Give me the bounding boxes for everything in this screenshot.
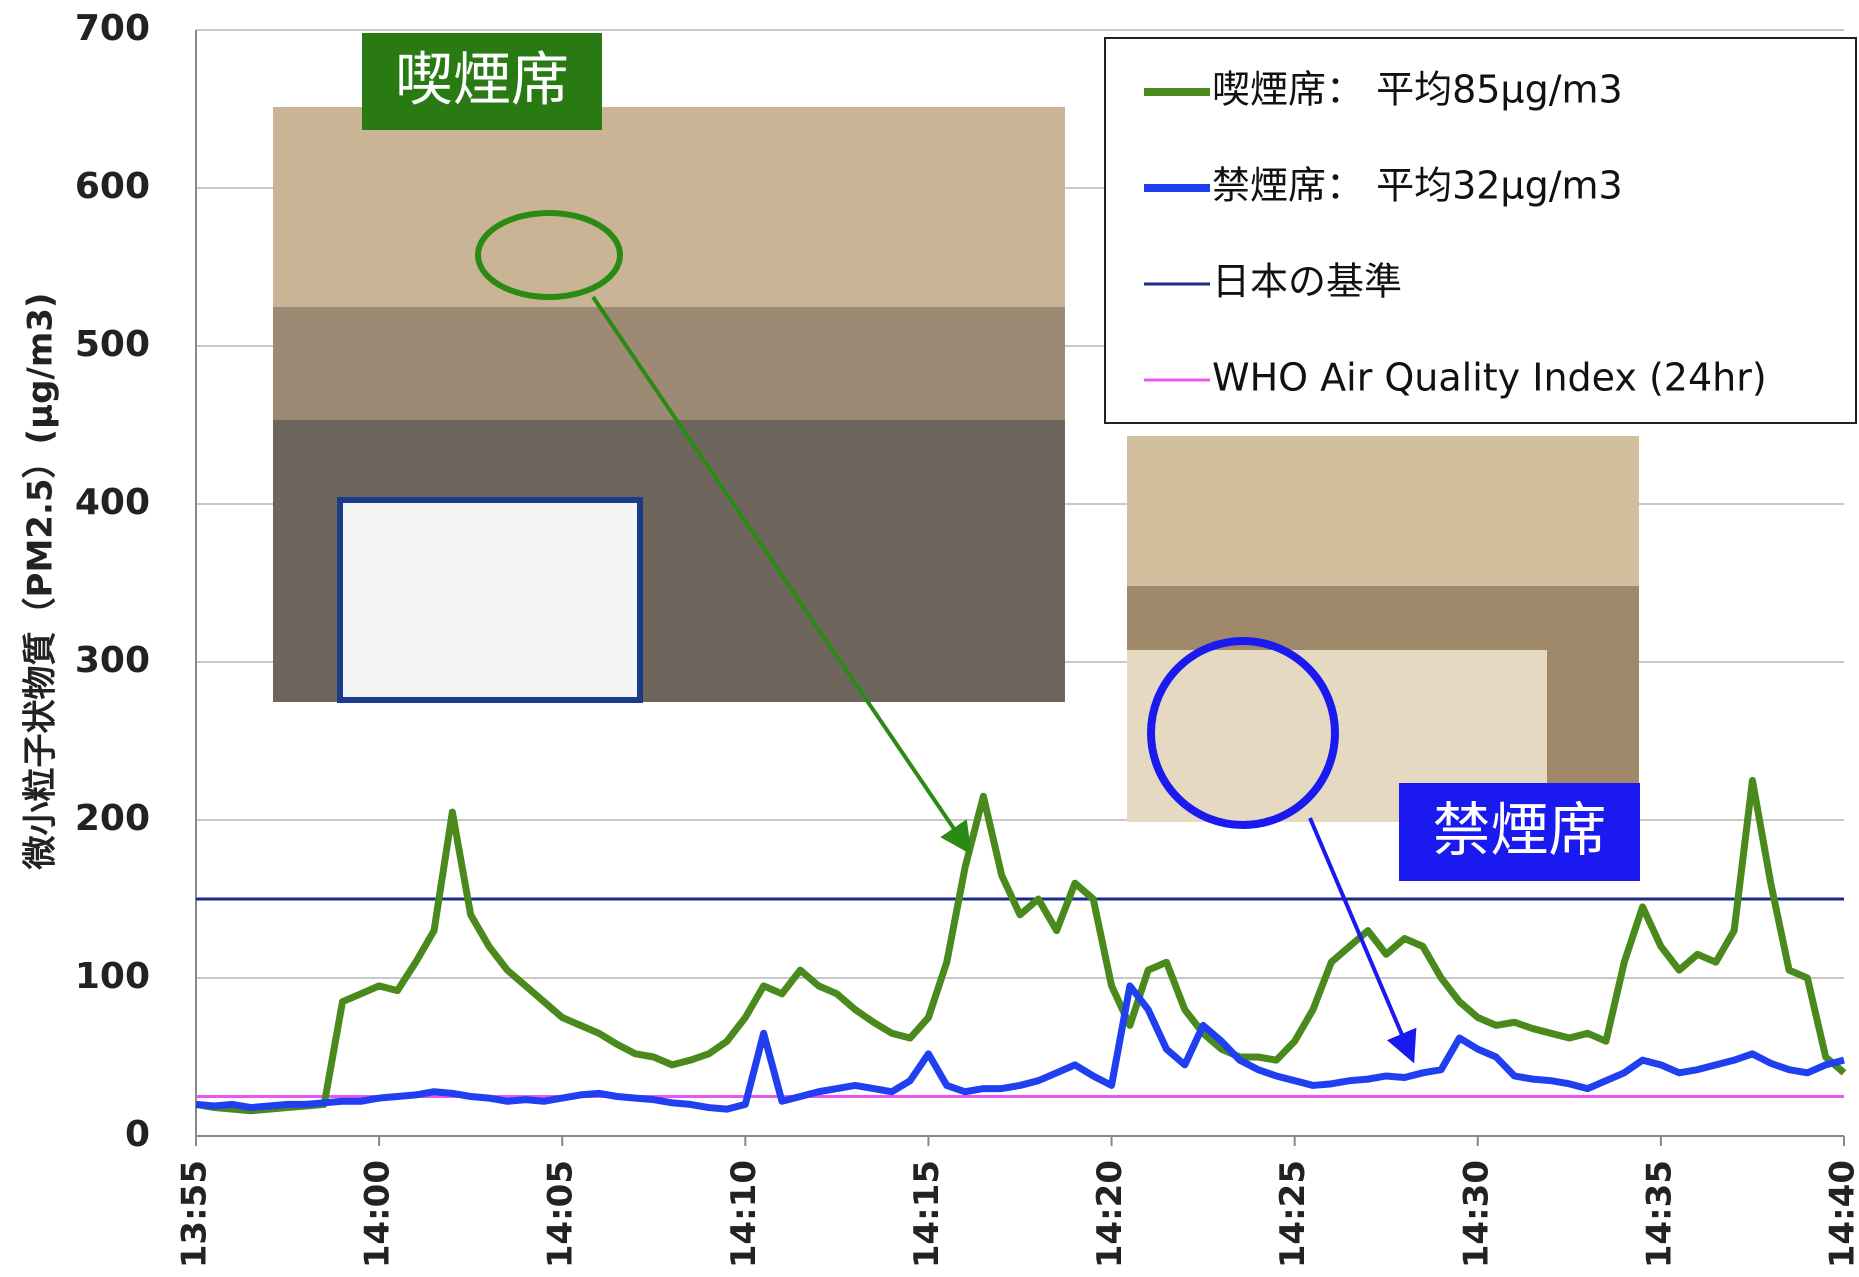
arrow [1310,818,1411,1056]
photo-nonsmoking [1127,436,1639,822]
y-tick-label: 500 [75,324,150,365]
x-tick-label: 14:05 [541,1160,581,1268]
y-tick-label: 200 [75,798,150,839]
x-tick-label: 13:55 [175,1160,215,1268]
photo-smoking [273,107,1065,702]
y-tick-label: 700 [75,8,150,49]
x-tick-label: 14:20 [1090,1160,1130,1268]
data-line [196,986,1844,1109]
annotation-label: 禁煙席 [1432,796,1606,864]
legend-label: 禁煙席： 平均32µg/m3 [1212,164,1623,208]
y-tick-label: 100 [75,956,150,997]
y-axis-label: 微小粒子状物質（PM2.5）(µg/m3) [21,293,61,871]
legend-label: 日本の基準 [1212,260,1402,304]
legend-label: 喫煙席： 平均85µg/m3 [1212,68,1623,112]
x-tick-label: 14:15 [907,1160,947,1268]
legend-label: WHO Air Quality Index (24hr) [1212,356,1767,400]
y-tick-label: 300 [75,640,150,681]
y-tick-label: 600 [75,166,150,207]
x-tick-label: 14:10 [724,1160,764,1268]
x-tick-label: 14:35 [1639,1160,1679,1268]
y-tick-label: 400 [75,482,150,523]
annotation-label: 喫煙席 [395,46,569,114]
x-tick-label: 14:00 [358,1160,398,1268]
x-tick-label: 14:25 [1273,1160,1313,1268]
y-tick-label: 0 [125,1114,150,1155]
x-tick-label: 14:30 [1456,1160,1496,1268]
x-tick-label: 14:40 [1823,1160,1859,1268]
